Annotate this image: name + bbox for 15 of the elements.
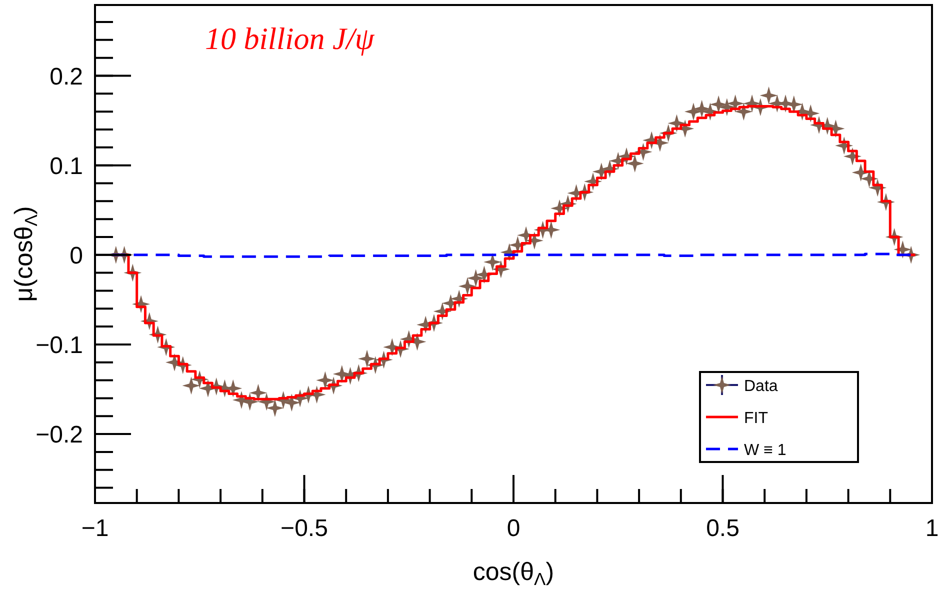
x-tick-label: −1 bbox=[81, 515, 109, 542]
legend-label: Data bbox=[744, 378, 778, 395]
legend-label: W ≡ 1 bbox=[744, 442, 786, 459]
y-tick-label: 0 bbox=[70, 242, 83, 270]
y-tick-label: −0.1 bbox=[36, 332, 83, 360]
x-tick-label: −0.5 bbox=[280, 515, 328, 542]
legend-label: FIT bbox=[744, 410, 768, 427]
y-tick-label: 0.1 bbox=[50, 152, 83, 180]
x-tick-label: 0.5 bbox=[706, 515, 740, 542]
text: 10 billion J/ψ bbox=[205, 21, 375, 56]
x-tick-label: 0 bbox=[506, 515, 520, 542]
x-axis-title: cos(θ$_{Λ}$) bbox=[472, 558, 554, 588]
y-tick-label: −0.2 bbox=[36, 422, 83, 449]
x-tick-label: 1 bbox=[925, 515, 939, 542]
y-tick-label: 0.2 bbox=[50, 63, 83, 90]
